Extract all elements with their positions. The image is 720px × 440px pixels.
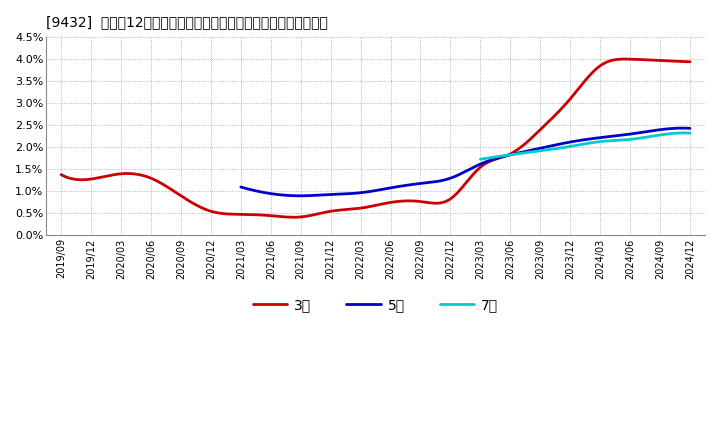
7年 [601,139,610,144]
5年 [616,132,625,138]
7年 [477,157,485,162]
Legend: 3年, 5年, 7年: 3年, 5年, 7年 [247,293,504,318]
Line: 3年: 3年 [61,59,690,217]
3年 [685,59,694,64]
3年 [431,201,440,206]
5年 [236,184,245,190]
7年 [604,138,613,143]
7年 [679,130,688,136]
3年 [290,215,299,220]
5年 [685,126,694,131]
3年 [589,69,598,74]
5年 [297,193,305,198]
5年 [505,152,514,158]
3年 [57,172,66,177]
3年 [433,201,442,206]
7年 [685,131,694,136]
Line: 5年: 5年 [240,128,690,196]
3年 [621,56,629,62]
Text: [9432]  売上高12か月移動合計の対前年同期増減率の平均値の推移: [9432] 売上高12か月移動合計の対前年同期増減率の平均値の推移 [46,15,328,29]
5年 [678,125,687,131]
3年 [444,198,452,203]
5年 [645,128,654,134]
7年 [666,131,675,136]
7年 [476,157,485,162]
5年 [238,185,247,190]
3年 [631,57,639,62]
7年 [600,139,609,144]
5年 [504,153,513,158]
Line: 7年: 7年 [480,133,690,159]
5年 [513,150,521,156]
3年 [59,173,68,178]
7年 [653,133,662,138]
